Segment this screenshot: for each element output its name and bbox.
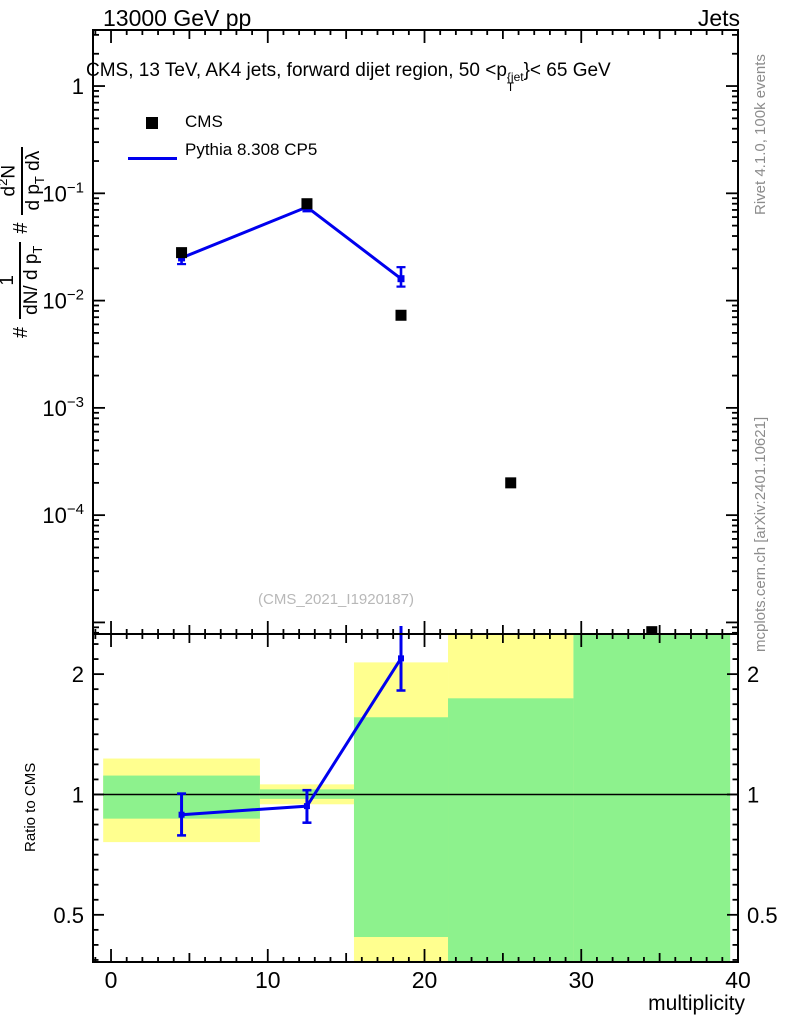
mc-line-icon: [128, 157, 177, 160]
watermark-analysis-id: (CMS_2021_I1920187): [258, 591, 414, 608]
legend-mc-label: Pythia 8.308 CP5: [185, 140, 318, 159]
ylabel-frac2-den-sub: T: [31, 176, 47, 185]
cms-data-point: [176, 247, 188, 259]
band-green: [353, 717, 449, 938]
mcplots-arxiv-note: mcplots.cern.ch [arXiv:2401.10621]: [752, 416, 769, 652]
ratio-y-tick-label-right: 0.5: [747, 903, 778, 928]
x-tick-label: 40: [725, 967, 751, 993]
ratio-y-axis-label: Ratio to CMS: [22, 762, 39, 852]
legend-cms-label: CMS: [185, 112, 223, 131]
plot-title-supsub: {jet T: [506, 70, 524, 94]
main-y-tick-label: 1: [72, 74, 84, 99]
main-y-axis-label: # 1 dN/ d pT # d2N d pT dλ: [0, 0, 48, 338]
header-analysis-group: Jets: [697, 5, 740, 31]
x-tick-label: 0: [105, 967, 118, 993]
ratio-point-marker: [398, 655, 405, 662]
plot-title: CMS, 13 TeV, AK4 jets, forward dijet reg…: [86, 60, 611, 94]
main-mc-series: [177, 202, 406, 288]
plot-title-pre: CMS, 13 TeV, AK4 jets, forward dijet reg…: [86, 60, 507, 81]
axis-ticks: [93, 30, 739, 962]
ylabel-frac1-num: 1: [0, 241, 22, 319]
ratio-mc-series: [177, 626, 406, 837]
ratio-uncertainty-bands: [103, 634, 731, 962]
plot-title-post: }< 65 GeV: [523, 60, 611, 81]
x-tick-label: 20: [412, 967, 438, 993]
plot-title-sub: T: [506, 80, 515, 94]
band-green: [573, 634, 731, 962]
x-tick-label: 30: [568, 967, 594, 993]
x-tick-label: 10: [255, 967, 281, 993]
x-axis-label: multiplicity: [648, 992, 745, 1015]
main-y-tick-label: 10−3: [42, 394, 84, 421]
cms-data-point: [646, 626, 658, 634]
main-y-tick-label: 10−2: [42, 287, 84, 314]
ratio-panel-frame: [92, 633, 739, 963]
cms-data-point: [395, 309, 407, 321]
mc-line: [180, 205, 402, 280]
ratio-y-tick-label-left: 2: [72, 662, 84, 687]
cms-marker-icon: [146, 117, 158, 129]
main-y-tick-label: 10−1: [42, 179, 84, 206]
rivet-version-note: Rivet 4.1.0, 100k events: [752, 54, 769, 215]
header-beam-energy: 13000 GeV pp: [103, 5, 252, 31]
ylabel-frac2-den-pre: d p: [22, 184, 44, 211]
main-cms-series: [176, 198, 658, 634]
cms-data-point: [505, 477, 517, 489]
ylabel-hash-2: #: [9, 222, 32, 234]
ratio-y-tick-label-left: 0.5: [53, 903, 84, 928]
ratio-point-marker: [178, 811, 185, 818]
ratio-y-tick-label-right: 2: [747, 662, 759, 687]
cms-data-point: [301, 198, 313, 210]
ratio-y-tick-label-right: 1: [747, 782, 759, 807]
ylabel-frac1-den: dN/ d pT: [21, 242, 45, 319]
ratio-y-tick-label-left: 1: [72, 782, 84, 807]
ylabel-frac2-den-post: dλ: [22, 150, 44, 177]
ylabel-hash-1: #: [9, 326, 32, 338]
plot-title-sup: {jet: [506, 70, 524, 84]
ylabel-fraction-2: d2N d pT dλ: [0, 146, 47, 215]
ylabel-frac1-den-text: dN/ d p: [21, 253, 43, 315]
ylabel-fraction-1: 1 dN/ d pT: [0, 241, 45, 319]
main-y-tick-label: 10−4: [42, 501, 84, 528]
ratio-point-marker: [303, 803, 310, 810]
ylabel-frac1-den-sub: T: [29, 245, 45, 254]
ylabel-frac2-num: d2N: [0, 146, 23, 215]
ylabel-frac2-den: d pT dλ: [23, 147, 47, 215]
legend: [146, 116, 158, 134]
ylabel-frac2-num-pre: d: [0, 185, 20, 197]
band-green: [448, 698, 574, 962]
ylabel-frac2-num-post: N: [0, 164, 20, 179]
legend-mc-line: [128, 147, 177, 165]
ylabel-frac2-num-sup: 2: [0, 179, 10, 186]
mc-point-marker: [397, 275, 405, 283]
